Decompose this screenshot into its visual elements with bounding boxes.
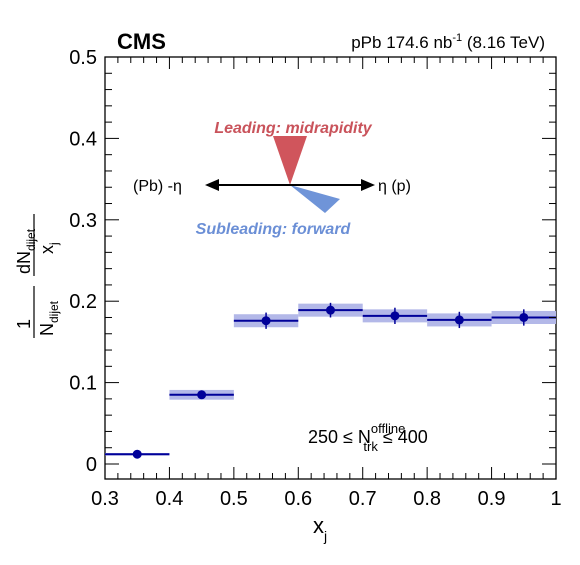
- y-tick-label: 0.5: [69, 47, 97, 69]
- subleading-jet-cone: [290, 185, 340, 213]
- x-tick-label: 1: [550, 488, 561, 510]
- data-point: [261, 316, 271, 326]
- y-label-frac1-num: 1: [14, 319, 34, 329]
- y-tick-label: 0.3: [69, 210, 97, 232]
- axis-ticks-layer: 0.3 0.4 0.5 0.6 0.7 0.8 0.9 1 0 0.1 0.2 0.3 0.4 0.5: [69, 47, 561, 510]
- x-tick-label: 0.6: [284, 488, 312, 510]
- x-tick-label: 0.8: [413, 488, 441, 510]
- leading-jet-cone: [273, 136, 307, 185]
- x-axis-label: xj: [313, 513, 327, 544]
- leading-jet-label: Leading: midrapidity: [214, 120, 372, 137]
- plot-frame-layer: [104, 56, 557, 480]
- y-tick-label: 0.2: [69, 291, 97, 313]
- data-point: [197, 390, 207, 400]
- kinematics-diagram: Leading: midrapidity (Pb) -η η (p) Suble…: [133, 120, 411, 238]
- data-point: [454, 315, 464, 325]
- y-tick-label: 0.4: [69, 128, 97, 150]
- x-tick-label: 0.4: [156, 488, 184, 510]
- y-label-frac2-den: xj: [37, 242, 61, 254]
- experiment-label: CMS: [117, 29, 166, 54]
- plot-frame: [104, 56, 557, 480]
- x-tick-label: 0.5: [220, 488, 248, 510]
- subleading-jet-label: Subleading: forward: [196, 221, 352, 238]
- y-axis-label: 1 Ndijet dNdijet xj: [14, 214, 61, 338]
- right-arrow-head: [361, 179, 375, 191]
- data-point: [326, 305, 335, 315]
- left-arrow-head: [205, 179, 219, 191]
- x-tick-label: 0.9: [478, 488, 506, 510]
- data-point: [390, 311, 400, 321]
- right-arrow-label: η (p): [378, 178, 411, 195]
- data-point: [132, 449, 142, 459]
- left-arrow-label: (Pb) -η: [133, 178, 182, 195]
- luminosity-label: pPb 174.6 nb-1 (8.16 TeV): [351, 32, 545, 52]
- y-tick-label: 0.1: [69, 373, 97, 395]
- x-tick-label: 0.7: [349, 488, 377, 510]
- data-points-layer: [105, 302, 556, 459]
- x-tick-label: 0.3: [91, 488, 119, 510]
- multiplicity-condition-label: 250 ≤ Noffline trk ≤ 400: [308, 421, 428, 454]
- data-point: [519, 312, 529, 322]
- y-tick-label: 0: [86, 454, 97, 476]
- y-label-frac1-den: Ndijet: [37, 300, 61, 336]
